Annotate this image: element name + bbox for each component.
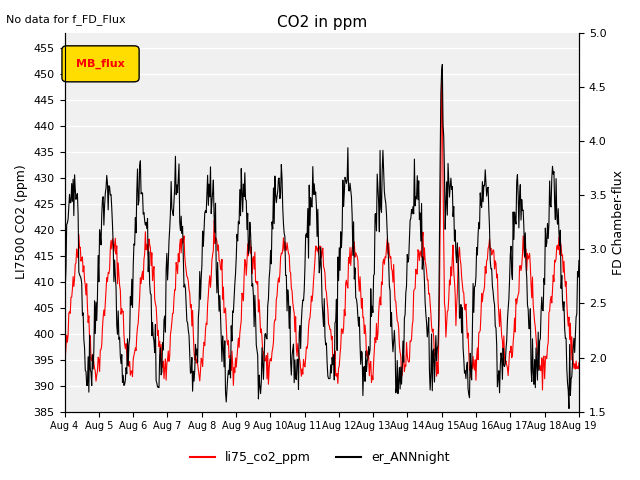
er_ANNnight (70, 213, 77, 218)
li75_co2_ppm (539, 387, 547, 393)
Legend: li75_co2_ppm, er_ANNnight: li75_co2_ppm, er_ANNnight (186, 446, 454, 469)
Line: er_ANNnight: er_ANNnight (65, 64, 579, 408)
li75_co2_ppm (70, 284, 77, 289)
er_ANNnight (175, 161, 183, 167)
li75_co2_ppm (175, 259, 183, 265)
Text: MB_flux: MB_flux (76, 59, 125, 69)
li75_co2_ppm (575, 360, 583, 366)
li75_co2_ppm (399, 353, 407, 359)
er_ANNnight (575, 258, 583, 264)
li75_co2_ppm (202, 320, 210, 326)
er_ANNnight (399, 338, 407, 344)
li75_co2_ppm (438, 74, 445, 80)
er_ANNnight (202, 210, 210, 216)
Line: li75_co2_ppm: li75_co2_ppm (65, 77, 579, 390)
er_ANNnight (438, 61, 446, 67)
li75_co2_ppm (384, 251, 392, 257)
FancyBboxPatch shape (62, 46, 139, 82)
Title: CO2 in ppm: CO2 in ppm (276, 15, 367, 30)
er_ANNnight (565, 406, 573, 411)
er_ANNnight (61, 264, 68, 270)
li75_co2_ppm (123, 351, 131, 357)
Y-axis label: FD Chamber-flux: FD Chamber-flux (612, 169, 625, 275)
li75_co2_ppm (61, 356, 68, 361)
Y-axis label: LI7500 CO2 (ppm): LI7500 CO2 (ppm) (15, 165, 28, 279)
er_ANNnight (384, 244, 392, 250)
Text: No data for f_FD_Flux: No data for f_FD_Flux (6, 14, 126, 25)
er_ANNnight (123, 371, 131, 377)
